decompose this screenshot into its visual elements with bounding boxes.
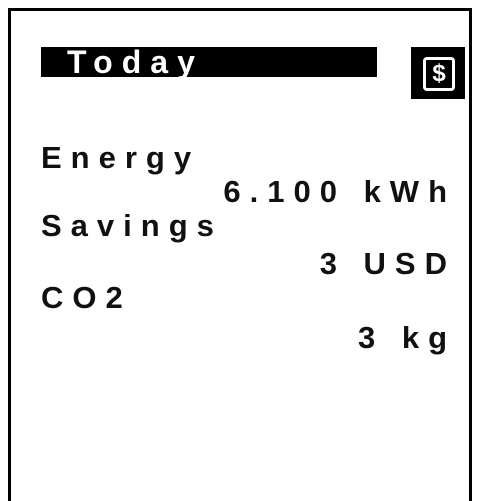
page: {"header": {"title": "Today", "icon": "$… [8, 8, 472, 501]
row-label: Savings [41, 208, 223, 243]
display: Today $ Energy 6.100 kWh Savings 3 USD C… [8, 8, 472, 501]
row-value: 3 USD [319, 246, 456, 281]
row-label: Energy [41, 140, 201, 175]
row-value: 3 kg [357, 320, 456, 355]
currency-button[interactable]: $ [411, 47, 465, 99]
row-label: CO2 [41, 280, 132, 315]
header-bar: Today [41, 44, 377, 80]
header-title: Today [67, 44, 204, 80]
currency-icon: $ [423, 57, 455, 91]
row-value: 6.100 kWh [223, 174, 456, 209]
